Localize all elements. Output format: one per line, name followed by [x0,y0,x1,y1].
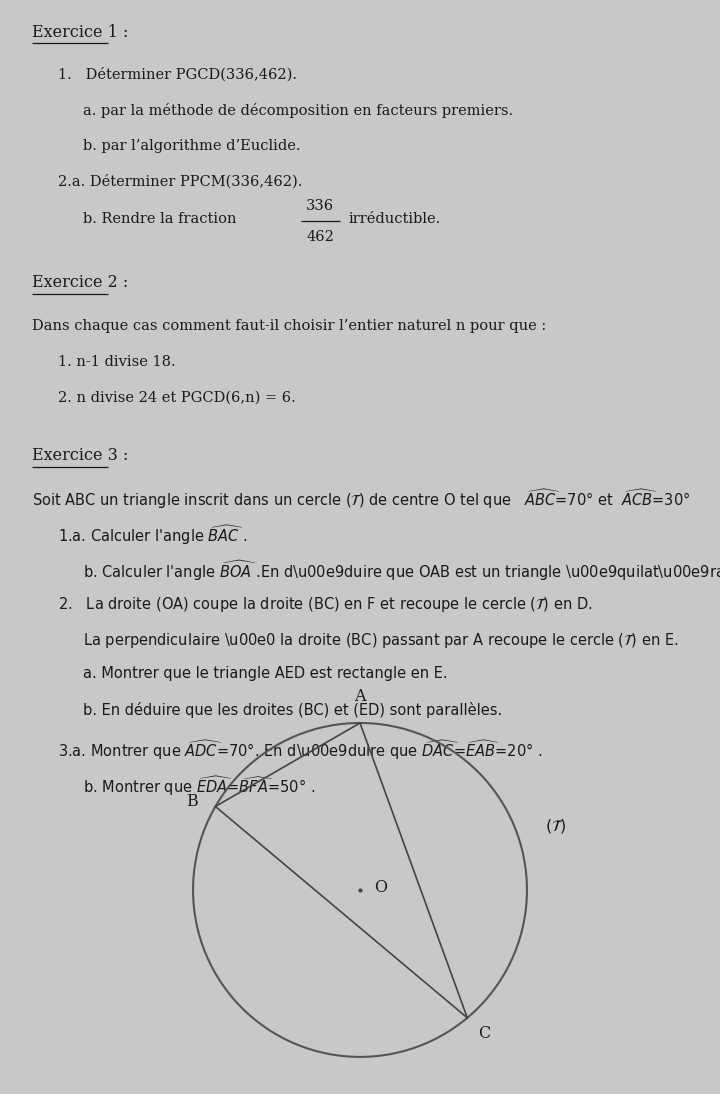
Text: Exercice 1 :: Exercice 1 : [32,24,129,42]
Text: irréductible.: irréductible. [348,212,441,226]
Text: 2.a. Déterminer PPCM(336,462).: 2.a. Déterminer PPCM(336,462). [58,174,302,189]
Text: b. par l’algorithme d’Euclide.: b. par l’algorithme d’Euclide. [83,139,300,152]
Text: A: A [354,688,366,706]
Text: b. En déduire que les droites (BC) et (ED) sont parallèles.: b. En déduire que les droites (BC) et (E… [83,702,502,719]
Text: 1. n-1 divise 18.: 1. n-1 divise 18. [58,354,175,369]
Text: La perpendiculaire \u00e0 la droite (BC) passant par A recoupe le cercle ($\math: La perpendiculaire \u00e0 la droite (BC)… [83,630,678,650]
Text: a. par la méthode de décomposition en facteurs premiers.: a. par la méthode de décomposition en fa… [83,103,513,118]
Text: 1.a. Calculer l'angle $\widehat{BAC}$ .: 1.a. Calculer l'angle $\widehat{BAC}$ . [58,523,248,547]
Text: Dans chaque cas comment faut-il choisir l’entier naturel n pour que :: Dans chaque cas comment faut-il choisir … [32,319,546,333]
Text: 2. n divise 24 et PGCD(6,n) = 6.: 2. n divise 24 et PGCD(6,n) = 6. [58,391,295,405]
Text: b. Calculer l'angle $\widehat{BOA}$ .En d\u00e9duire que OAB est un triangle \u0: b. Calculer l'angle $\widehat{BOA}$ .En … [83,559,720,583]
Text: Exercice 2 :: Exercice 2 : [32,275,129,291]
Text: B: B [186,793,198,811]
Text: 462: 462 [307,230,334,244]
Text: C: C [478,1025,490,1041]
Text: Exercice 3 :: Exercice 3 : [32,447,129,464]
Text: O: O [374,880,387,896]
Text: Soit ABC un triangle inscrit dans un cercle ($\mathcal{T}$) de centre O tel que : Soit ABC un triangle inscrit dans un cer… [32,487,690,511]
Text: 336: 336 [306,199,335,213]
Text: b. Montrer que $\widehat{EDA}$=$\widehat{BFA}$=50° .: b. Montrer que $\widehat{EDA}$=$\widehat… [83,773,315,798]
Text: ($\mathcal{T}$): ($\mathcal{T}$) [545,816,566,835]
Text: 3.a. Montrer que $\widehat{ADC}$=70°. En d\u00e9duire que $\widehat{DAC}$=$\wide: 3.a. Montrer que $\widehat{ADC}$=70°. En… [58,738,542,763]
Text: 1.   Déterminer PGCD(336,462).: 1. Déterminer PGCD(336,462). [58,67,297,81]
Text: a. Montrer que le triangle AED est rectangle en E.: a. Montrer que le triangle AED est recta… [83,666,447,682]
Text: 2.   La droite (OA) coupe la droite (BC) en F et recoupe le cercle ($\mathcal{T}: 2. La droite (OA) coupe la droite (BC) e… [58,595,593,614]
Text: b. Rendre la fraction: b. Rendre la fraction [83,212,236,226]
